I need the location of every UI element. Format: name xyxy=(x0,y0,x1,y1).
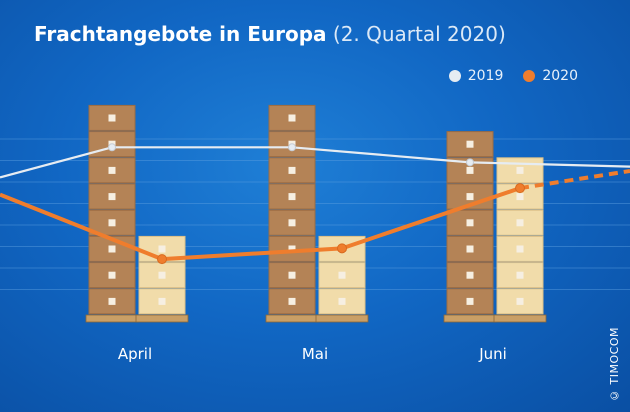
box-label-2020 xyxy=(516,193,524,201)
box-2020 xyxy=(138,262,186,289)
box-label-2020 xyxy=(338,297,346,305)
legend-dot-2019 xyxy=(448,70,461,82)
x-tick-label-juni: Juni xyxy=(479,345,507,363)
box-label-2019 xyxy=(288,166,296,174)
box-label-2020 xyxy=(516,297,524,305)
box-2019 xyxy=(268,104,316,131)
box-label-2019 xyxy=(466,297,474,305)
data-point-2019-April xyxy=(108,143,116,152)
box-label-2020 xyxy=(516,166,524,174)
pallet xyxy=(493,314,547,323)
legend-label-2020: 2020 xyxy=(542,68,578,84)
data-point-2019-Juni xyxy=(466,158,474,167)
box-label-2020 xyxy=(338,271,346,279)
legend-item-2019: 2019 xyxy=(448,68,504,84)
box-label-2019 xyxy=(466,193,474,201)
data-point-2019-Mai xyxy=(288,143,296,152)
pallet xyxy=(315,314,369,323)
box-label-2019 xyxy=(466,219,474,227)
box-label-2020 xyxy=(516,271,524,279)
box-label-2020 xyxy=(158,245,166,253)
box-label-2019 xyxy=(108,114,116,122)
box-label-2019 xyxy=(466,271,474,279)
box-label-2019 xyxy=(288,297,296,305)
chart-title-main: Frachtangebote in Europa xyxy=(34,22,327,46)
data-point-2020-Mai xyxy=(337,243,347,254)
data-point-2020-Juni xyxy=(515,183,525,194)
box-label-2019 xyxy=(108,245,116,253)
box-label-2020 xyxy=(516,219,524,227)
pallet xyxy=(135,314,189,323)
box-label-2020 xyxy=(158,271,166,279)
series-line-continuation-2019 xyxy=(469,161,630,168)
series-line-2019 xyxy=(0,146,471,179)
box-label-2019 xyxy=(108,271,116,279)
box-label-2019 xyxy=(108,219,116,227)
pallet xyxy=(443,314,497,323)
box-label-2019 xyxy=(108,297,116,305)
x-tick-label-mai: Mai xyxy=(301,345,329,363)
box-label-2019 xyxy=(288,245,296,253)
x-axis-labels: April Mai Juni xyxy=(0,345,630,369)
box-label-2020 xyxy=(516,245,524,253)
pallet xyxy=(85,314,139,323)
box-label-2020 xyxy=(158,297,166,305)
series-line-2020 xyxy=(0,186,521,262)
chart-title-sub: (2. Quartal 2020) xyxy=(332,22,506,46)
box-2019 xyxy=(88,183,136,210)
box-2019 xyxy=(446,131,494,158)
box-label-2019 xyxy=(466,166,474,174)
data-point-2020-April xyxy=(157,254,167,265)
box-label-2019 xyxy=(288,193,296,201)
box-label-2019 xyxy=(288,271,296,279)
box-2019 xyxy=(268,157,316,184)
legend: 2019 2020 xyxy=(448,68,578,84)
box-label-2019 xyxy=(288,114,296,122)
legend-label-2019: 2019 xyxy=(467,68,504,84)
legend-item-2020: 2020 xyxy=(523,68,578,84)
copyright-credit: © TIMOCOM xyxy=(608,327,621,402)
box-label-2019 xyxy=(108,166,116,174)
box-label-2019 xyxy=(466,245,474,253)
pallet xyxy=(265,314,319,323)
chart-title: Frachtangebote in Europa (2. Quartal 202… xyxy=(34,22,506,46)
box-2019 xyxy=(268,209,316,236)
series-line-continuation-2020 xyxy=(519,168,630,191)
box-label-2019 xyxy=(466,140,474,148)
legend-dot-2020 xyxy=(523,70,536,82)
x-tick-label-april: April xyxy=(117,345,153,363)
box-label-2019 xyxy=(108,193,116,201)
box-label-2019 xyxy=(288,219,296,227)
